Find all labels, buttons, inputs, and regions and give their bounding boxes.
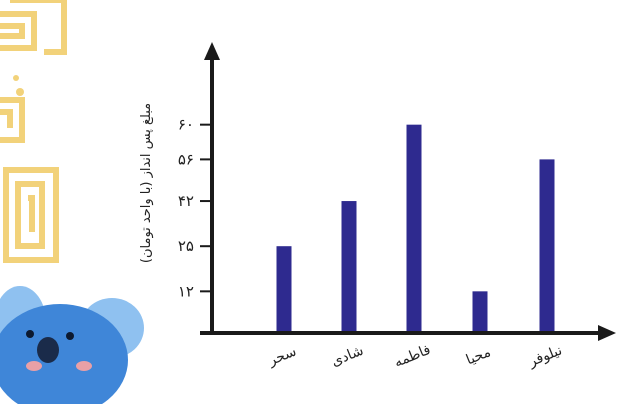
y-axis-title: مبلغ پس انداز (با واحد تومان) <box>139 103 154 263</box>
bar-1 <box>276 246 292 333</box>
y-tick-label: ۵۶ <box>178 150 194 168</box>
x-category-label: سحر <box>265 344 298 370</box>
bars-group <box>276 124 555 334</box>
x-category-label: نیلوفر <box>526 342 565 370</box>
y-tick-label: ۲۵ <box>178 237 194 255</box>
y-tick-label: ۴۲ <box>178 192 194 210</box>
x-axis-arrow-icon <box>598 325 616 341</box>
y-axis-arrow-icon <box>204 42 220 60</box>
x-category-label: محیا <box>464 344 493 368</box>
bar-2 <box>341 201 357 333</box>
x-category-label: شادی <box>329 343 366 370</box>
x-categories-group: سحر شادی فاطمه محیا نیلوفر <box>265 342 564 371</box>
koala-icon <box>0 286 144 404</box>
bar-5 <box>539 159 555 333</box>
y-ticks-group: ۱۲ ۲۵ ۴۲ ۵۶ ۶۰ <box>178 116 212 300</box>
axes <box>200 42 616 341</box>
gold-pattern-icon <box>0 0 67 263</box>
x-category-label: فاطمه <box>392 342 433 371</box>
bar-3 <box>406 124 422 334</box>
y-tick-label: ۱۲ <box>178 282 194 300</box>
bar-4 <box>472 291 488 333</box>
y-tick-label: ۶۰ <box>178 116 194 134</box>
